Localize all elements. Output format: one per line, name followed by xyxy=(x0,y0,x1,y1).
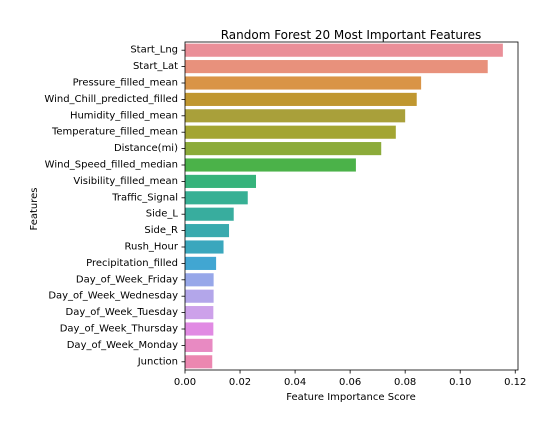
y-tick-label: Day_of_Week_Wednesday xyxy=(48,291,178,302)
x-ticks: 0.00 0.02 0.04 0.06 0.08 0.10 0.12 xyxy=(174,370,526,388)
y-tick-label: Side_L xyxy=(146,209,179,220)
y-axis-label: Features xyxy=(29,188,40,231)
bar-day-of-week-thursday xyxy=(185,322,214,336)
bar-day-of-week-monday xyxy=(185,338,213,352)
y-tick-label: Day_of_Week_Monday xyxy=(67,340,178,351)
bars-group xyxy=(185,43,503,369)
plot-frame xyxy=(184,41,519,371)
y-tick-label: Visibility_filled_mean xyxy=(73,176,178,187)
y-tick-labels: Start_Lng Start_Lat Pressure_filled_mean Wi… xyxy=(44,45,185,367)
bar-traffic-signal xyxy=(185,191,248,205)
y-tick-label: Start_Lat xyxy=(133,61,178,72)
bar-visibility-filled-mean xyxy=(185,174,257,188)
bar-distance-mi xyxy=(185,142,382,156)
y-tick-label: Side_R xyxy=(144,225,178,236)
bar-precipitation-filled xyxy=(185,256,217,270)
chart-title: Random Forest 20 Most Important Features xyxy=(221,28,482,42)
bar-day-of-week-friday xyxy=(185,273,214,287)
y-tick-label: Rush_Hour xyxy=(125,242,179,253)
bar-day-of-week-tuesday xyxy=(185,306,214,320)
bar-start-lat xyxy=(185,60,488,74)
y-tick-label: Humidity_filled_mean xyxy=(70,110,178,121)
y-tick-label: Pressure_filled_mean xyxy=(73,78,178,89)
x-axis-label: Feature Importance Score xyxy=(286,392,415,403)
bar-wind-chill-predicted-filled xyxy=(185,92,417,106)
bar-pressure-filled-mean xyxy=(185,76,422,90)
x-tick-label: 0.00 xyxy=(174,377,196,388)
y-tick-label: Day_of_Week_Thursday xyxy=(60,324,178,335)
bar-start-lng xyxy=(185,43,503,57)
bar-side-r xyxy=(185,224,230,238)
bar-side-l xyxy=(185,207,234,221)
x-tick-label: 0.06 xyxy=(339,377,361,388)
bar-humidity-filled-mean xyxy=(185,109,406,123)
y-tick-label: Distance(mi) xyxy=(114,143,178,154)
y-tick-label: Day_of_Week_Tuesday xyxy=(66,307,179,318)
y-tick-label: Junction xyxy=(137,356,178,367)
bar-temperature-filled-mean xyxy=(185,125,396,139)
x-tick-label: 0.12 xyxy=(504,377,526,388)
x-tick-label: 0.10 xyxy=(449,377,471,388)
bar-day-of-week-wednesday xyxy=(185,289,214,303)
y-tick-label: Day_of_Week_Friday xyxy=(76,274,178,285)
y-tick-label: Precipitation_filled xyxy=(86,258,178,269)
y-tick-label: Wind_Speed_filled_median xyxy=(45,160,178,171)
x-tick-label: 0.02 xyxy=(229,377,251,388)
y-tick-label: Traffic_Signal xyxy=(111,192,178,203)
bar-junction xyxy=(185,355,213,369)
bar-wind-speed-filled-median xyxy=(185,158,356,172)
bar-rush-hour xyxy=(185,240,224,254)
x-tick-label: 0.08 xyxy=(394,377,416,388)
y-tick-label: Temperature_filled_mean xyxy=(51,127,178,138)
y-tick-label: Start_Lng xyxy=(130,45,178,56)
x-tick-label: 0.04 xyxy=(284,377,306,388)
y-tick-label: Wind_Chill_predicted_filled xyxy=(44,94,178,105)
